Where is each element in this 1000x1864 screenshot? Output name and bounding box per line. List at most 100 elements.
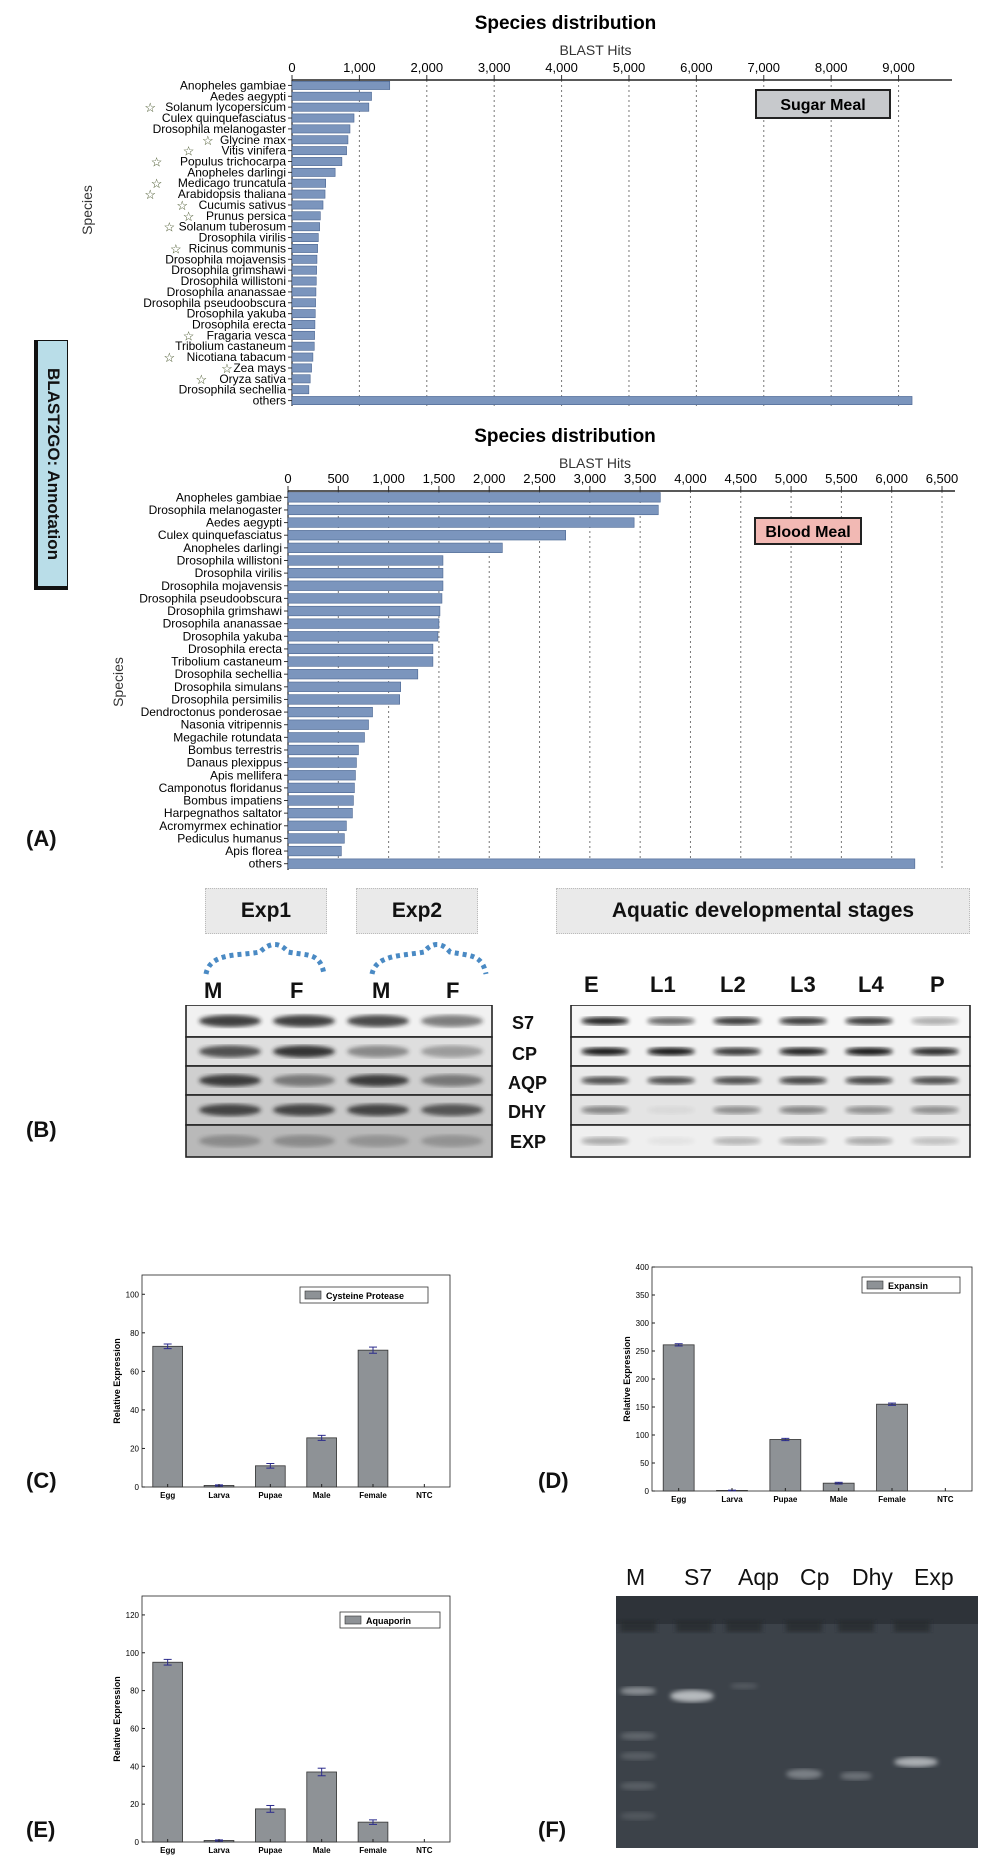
bar xyxy=(291,352,314,362)
gel-row-label: DHY xyxy=(508,1102,547,1122)
bar xyxy=(291,374,311,384)
gel-band xyxy=(845,1047,893,1056)
bar xyxy=(291,178,326,188)
x-tick-label: Pupae xyxy=(773,1495,798,1504)
bar xyxy=(287,858,916,869)
gel-band xyxy=(779,1047,827,1056)
y-tick-label: Apis mellifera xyxy=(210,768,282,782)
x-tick-label: Male xyxy=(313,1491,331,1500)
gel-band xyxy=(273,1135,335,1147)
gel-band xyxy=(845,1076,893,1085)
y-tick-label: Drosophila virilis xyxy=(199,231,286,245)
gel-band xyxy=(670,1690,714,1702)
bar xyxy=(291,233,319,242)
gel-well xyxy=(726,1620,762,1632)
y-tick-label: 150 xyxy=(636,1403,650,1412)
x-tick-label: 0 xyxy=(284,471,291,486)
y-tick-label: Drosophila ananassae xyxy=(163,617,283,631)
bar xyxy=(291,341,315,351)
bar xyxy=(287,681,401,692)
expansin-chart: 0 50 100 150 200 250 300 350 400 Egg Larva Pupae Mal… xyxy=(622,1263,973,1504)
lane-label: M xyxy=(372,978,391,1003)
star-icon: ☆ xyxy=(170,241,182,256)
gel-band xyxy=(713,1076,761,1085)
bar xyxy=(291,244,318,253)
bar xyxy=(287,744,359,756)
star-icon: ☆ xyxy=(183,209,195,224)
y-tick-label: Drosophila pseudoobscura xyxy=(139,591,282,605)
ladder-band xyxy=(620,1687,656,1695)
bar xyxy=(291,309,316,319)
bar xyxy=(291,330,315,340)
y-tick-label: 0 xyxy=(645,1487,650,1496)
gel-band xyxy=(713,1047,761,1056)
gel-band xyxy=(421,1074,483,1087)
y-tick-label: 250 xyxy=(636,1347,650,1356)
lane-label: L4 xyxy=(858,972,884,997)
x-tick-label: Female xyxy=(878,1495,906,1504)
x-tick-label: 3,000 xyxy=(574,471,607,486)
gel-band xyxy=(199,1135,261,1147)
bar xyxy=(287,795,354,806)
y-tick-label: Harpegnathos saltator xyxy=(164,806,282,820)
gel-band xyxy=(911,1076,959,1085)
bar xyxy=(287,580,444,591)
bar xyxy=(357,1349,389,1488)
star-icon: ☆ xyxy=(196,372,208,387)
bar xyxy=(291,287,317,297)
y-tick-label: Ricinus communis xyxy=(189,241,286,255)
ladder-band xyxy=(620,1812,656,1820)
bar xyxy=(291,385,310,395)
panel-letter-c: (C) xyxy=(26,1468,57,1493)
gel-band xyxy=(347,1074,409,1087)
x-tick-label: 7,000 xyxy=(747,60,780,75)
gel-row-label: CP xyxy=(512,1044,538,1064)
gel-band xyxy=(786,1769,822,1779)
gel-band xyxy=(647,1106,695,1114)
bar xyxy=(287,719,369,730)
y-tick-label: 0 xyxy=(135,1838,140,1847)
y-tick-label: Drosophila persimilis xyxy=(171,692,282,706)
y-tick-label: Drosophila yakuba xyxy=(187,307,287,321)
bar xyxy=(152,1345,183,1488)
blood-meal-species-chart: Species distribution BLAST Hits 0 500 1,000 1… xyxy=(110,426,958,871)
annotation-label-box: BLAST2GO: Annotation xyxy=(34,340,68,590)
y-tick-label: 120 xyxy=(126,1611,140,1620)
gel-band xyxy=(273,1015,335,1027)
gel-band xyxy=(273,1074,335,1087)
gel-band xyxy=(894,1757,938,1767)
gel-f-lane-label: Cp xyxy=(800,1564,830,1590)
y-tick-label: others xyxy=(253,394,286,408)
bar xyxy=(287,643,434,655)
bar xyxy=(287,542,503,553)
bar xyxy=(287,605,441,617)
gel-band xyxy=(347,1135,409,1147)
gel-row xyxy=(570,1094,971,1126)
star-icon: ☆ xyxy=(151,176,163,191)
gel-wells xyxy=(616,1596,978,1624)
gel-row-label: AQP xyxy=(508,1073,548,1093)
x-tick-label: 1,000 xyxy=(372,471,405,486)
y-tick-label: 400 xyxy=(636,1263,650,1272)
y-tick-label: 60 xyxy=(130,1367,139,1376)
bar xyxy=(291,222,320,232)
bar xyxy=(287,694,400,705)
gel-band xyxy=(347,1045,409,1058)
x-tick-label: 2,000 xyxy=(473,471,506,486)
star-icon: ☆ xyxy=(144,187,156,202)
gel-band xyxy=(911,1017,959,1025)
bar xyxy=(306,1437,337,1488)
bar xyxy=(662,1344,695,1492)
x-tick-label: 500 xyxy=(327,471,349,486)
legend-box xyxy=(755,89,891,119)
bar xyxy=(152,1661,183,1843)
legend-box xyxy=(754,517,862,545)
lane-label: F xyxy=(446,978,460,1003)
y-tick-label: Drosophila simulans xyxy=(174,680,282,694)
bar xyxy=(287,568,444,579)
y-tick-label: 40 xyxy=(130,1762,139,1771)
bar xyxy=(291,157,343,166)
plot-frame xyxy=(651,1266,973,1492)
gel-band xyxy=(421,1135,483,1147)
gel-band xyxy=(581,1106,629,1114)
